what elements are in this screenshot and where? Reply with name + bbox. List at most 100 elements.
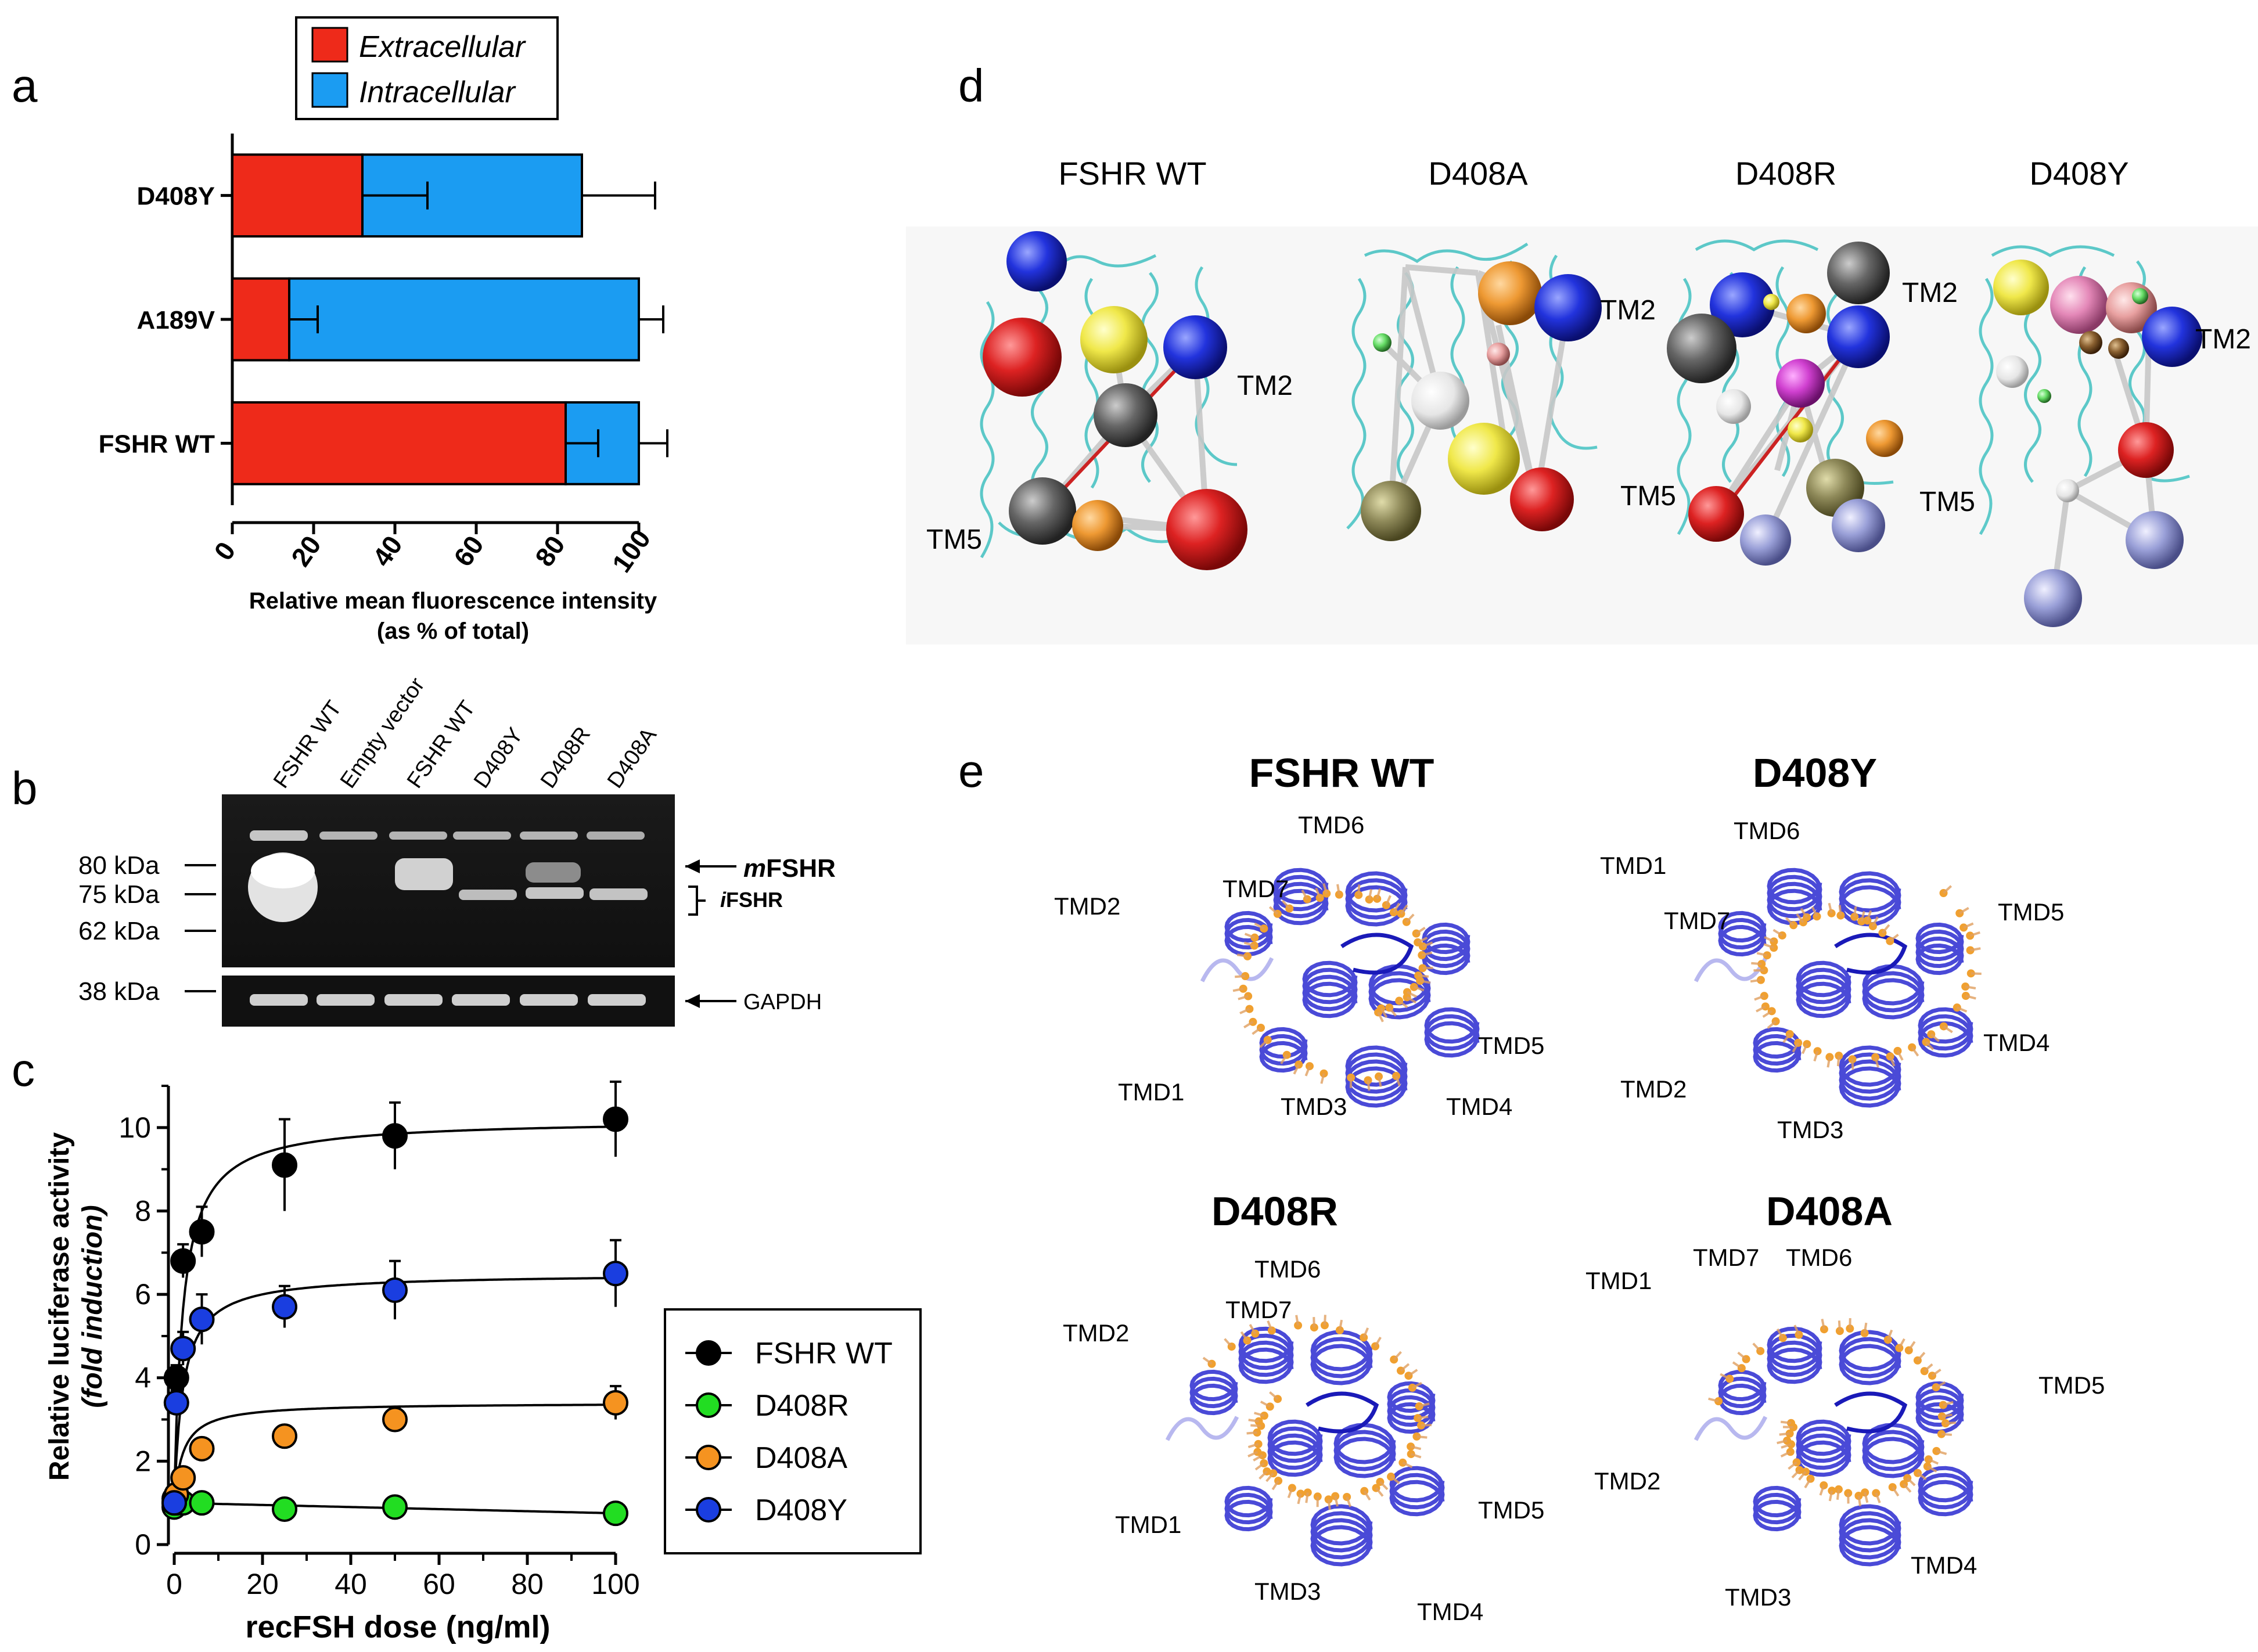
e-d408a-tmd5-label: TMD5	[2038, 1372, 2105, 1399]
legend-label-fshr-wt: FSHR WT	[755, 1337, 893, 1370]
e-d408y-helix	[1769, 870, 1820, 923]
panel-c-x-tick-label: 20	[246, 1568, 279, 1600]
bar-intracellular-a189v	[289, 279, 639, 361]
point-d408y	[163, 1491, 186, 1514]
point-d408r	[273, 1498, 296, 1521]
panel-a-legend: Extracellular Intracellular	[296, 17, 558, 119]
e-d408r-arrow	[1249, 1420, 1259, 1421]
lane-label-6: D408A	[603, 723, 661, 793]
panel-c-x-tick-label: 0	[166, 1568, 182, 1600]
panel-letter-e: e	[958, 745, 984, 797]
e-d408y-helix	[1841, 873, 1899, 924]
marker-80kda: 80 kDa	[78, 851, 160, 880]
e-d408y-arrow	[1838, 1056, 1839, 1066]
legend-marker-d408a	[697, 1446, 720, 1469]
panel-letter-d: d	[958, 60, 984, 111]
e-d408y-tmd3-label: TMD3	[1777, 1116, 1843, 1143]
point-d408y	[190, 1308, 214, 1331]
legend-marker-d408r	[697, 1394, 720, 1417]
panel-d-structures: FSHR WT D408A D408R D408Y	[906, 155, 2258, 645]
panel-c-x-tick-label: 100	[591, 1568, 639, 1600]
bar-extracellular-a189v	[232, 279, 289, 361]
mfshr-arrow	[685, 859, 736, 873]
panel-a-x-tick-label: 20	[285, 530, 327, 572]
e-d408r-helix	[1270, 1421, 1321, 1475]
e-d408a-tmd6-label: TMD6	[1786, 1244, 1852, 1271]
e-wt-tmd2-label: TMD2	[1054, 892, 1120, 920]
e-d408y-tmd1-label: TMD1	[1600, 852, 1666, 879]
panel-c-y-tick-label: 10	[118, 1111, 151, 1144]
e-d408r-arrow	[1418, 1417, 1428, 1418]
panel-e-structures: FSHR WT D408Y D408R D408A TMD6 TMD7 TMD2…	[1054, 750, 2105, 1625]
legend-marker-fshr-wt	[697, 1341, 720, 1365]
e-d408a-loop	[1696, 1417, 1766, 1440]
panel-e-title-fshr-wt: FSHR WT	[1249, 750, 1434, 796]
bar-extracellular-d408y	[232, 154, 362, 236]
lane-label-1: FSHR WT	[269, 696, 347, 793]
point-fshr-wt	[273, 1153, 296, 1176]
panel-a-x-tick-label: 80	[529, 530, 571, 572]
structure-d408y-tm5-label: TM5	[1919, 487, 1975, 517]
e-d408r-helix	[1227, 1488, 1271, 1529]
e-d408a-helix	[1918, 1383, 1962, 1431]
e-d408y-tmd5-label: TMD5	[1998, 898, 2064, 926]
panel-letter-b: b	[12, 762, 38, 814]
e-wt-tmd1-label: TMD1	[1118, 1078, 1184, 1106]
panel-d-title-d408a: D408A	[1428, 155, 1528, 192]
e-d408r-helix	[1392, 1468, 1443, 1514]
panel-c-y-axis-label: Relative luciferase activity	[44, 1132, 75, 1481]
panel-a-category-label-fshr-wt: FSHR WT	[99, 430, 215, 458]
e-d408a-arrow	[1839, 1320, 1840, 1331]
panel-a-x-tick-label: 40	[366, 530, 408, 572]
e-wt-tmd3-label: TMD3	[1281, 1093, 1347, 1120]
panel-a-x-tick-label: 100	[606, 524, 657, 578]
e-wt-tmd5-label: TMD5	[1478, 1032, 1544, 1059]
legend-swatch-intracellular	[312, 73, 347, 107]
panel-letter-a: a	[12, 60, 38, 111]
point-d408a	[171, 1466, 195, 1489]
e-d408r-tmd5-label: TMD5	[1478, 1496, 1544, 1524]
gapdh-arrow	[685, 994, 736, 1008]
legend-label-d408y: D408Y	[755, 1493, 847, 1527]
e-d408a-helix	[1920, 1468, 1971, 1514]
e-wt-arrow	[1337, 884, 1339, 895]
panel-c-y-tick-label: 4	[135, 1362, 151, 1394]
gapdh-label: GAPDH	[743, 990, 822, 1014]
e-d408a-arrow	[1779, 1434, 1790, 1435]
e-wt-helix	[1426, 1009, 1477, 1056]
panel-c-y-tick-label: 8	[135, 1194, 151, 1227]
ifshr-bracket	[688, 887, 706, 915]
structure-fshr-wt-tm2-label: TM2	[1237, 370, 1293, 401]
e-wt-arrow	[1235, 976, 1245, 977]
legend-marker-d408y	[697, 1498, 720, 1521]
point-d408a	[273, 1424, 296, 1448]
point-fshr-wt	[604, 1107, 627, 1131]
e-d408r-tmd6-label: TMD6	[1254, 1255, 1321, 1283]
panel-e-title-d408r: D408R	[1211, 1189, 1338, 1234]
e-d408r-tmd1-label: TMD1	[1115, 1511, 1181, 1538]
marker-62kda: 62 kDa	[78, 917, 160, 945]
e-d408a-tmd4-label: TMD4	[1911, 1552, 1977, 1579]
e-d408y-arrow	[1854, 906, 1856, 917]
e-wt-arrow	[1368, 1080, 1369, 1090]
e-wt-arrow	[1418, 976, 1429, 977]
e-d408y-tmd2-label: TMD2	[1620, 1075, 1687, 1103]
e-d408a-helix	[1798, 1421, 1849, 1475]
e-d408a-arrow	[1838, 1489, 1839, 1500]
point-d408y	[171, 1337, 195, 1360]
panel-c-y-axis-label-line2: (fold induction)	[77, 1205, 108, 1408]
e-d408a-helix	[1769, 1329, 1820, 1382]
e-d408y-arrow	[1840, 905, 1841, 916]
point-d408a	[383, 1408, 407, 1431]
panel-a-category-label-d408y: D408Y	[136, 182, 215, 211]
panel-a-x-tick-label: 0	[208, 536, 241, 566]
e-d408y-helix	[1798, 963, 1849, 1016]
e-d408r-arrow	[1306, 1492, 1308, 1503]
structure-d408a-tm2-label: TM2	[1600, 295, 1656, 326]
e-d408a-arrow	[1942, 1415, 1953, 1417]
panel-e-title-d408y: D408Y	[1753, 750, 1877, 796]
